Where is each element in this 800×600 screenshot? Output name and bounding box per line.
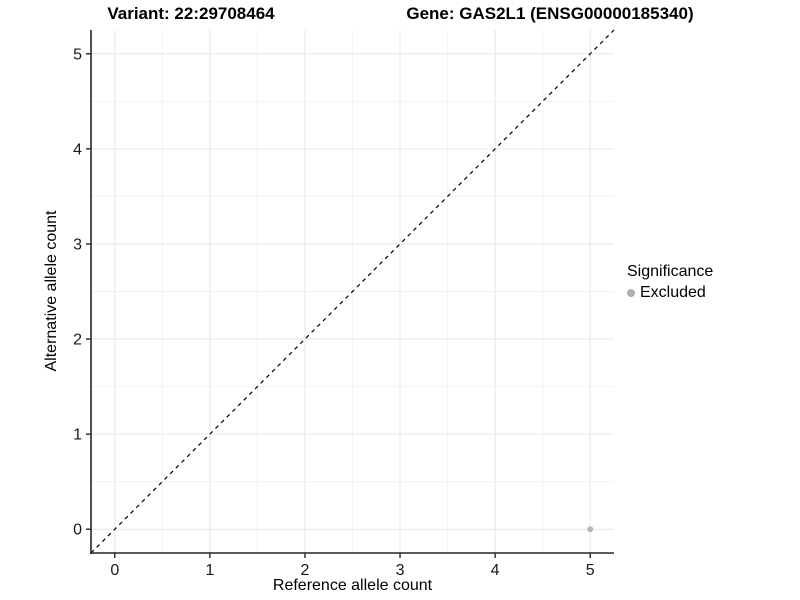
gene-title: Gene: GAS2L1 (ENSG00000185340) bbox=[406, 4, 694, 23]
x-tick-label: 4 bbox=[491, 562, 500, 579]
legend-title: Significance bbox=[627, 263, 714, 280]
excluded-point-icon bbox=[627, 289, 635, 297]
x-axis-title: Reference allele count bbox=[272, 577, 433, 594]
y-tick-label: 5 bbox=[73, 46, 82, 63]
variant-title: Variant: 22:29708464 bbox=[107, 4, 275, 23]
x-tick-label: 1 bbox=[205, 562, 214, 579]
y-tick-label: 4 bbox=[73, 141, 82, 158]
data-point bbox=[587, 526, 594, 533]
x-tick-label: 5 bbox=[586, 562, 595, 579]
legend: Significance Excluded bbox=[627, 263, 713, 302]
identity-reference-line bbox=[90, 29, 615, 554]
y-tick-label: 3 bbox=[73, 236, 82, 253]
x-tick-label: 2 bbox=[301, 562, 310, 579]
legend-item-label: Excluded bbox=[640, 284, 706, 301]
y-tick-label: 0 bbox=[73, 522, 82, 539]
y-axis-title: Alternative allele count bbox=[43, 210, 60, 372]
x-tick-label: 3 bbox=[396, 562, 405, 579]
y-tick-label: 1 bbox=[73, 427, 82, 444]
y-tick-label: 2 bbox=[73, 332, 82, 349]
legend-item-excluded: Excluded bbox=[627, 284, 713, 302]
x-tick-label: 0 bbox=[110, 562, 119, 579]
